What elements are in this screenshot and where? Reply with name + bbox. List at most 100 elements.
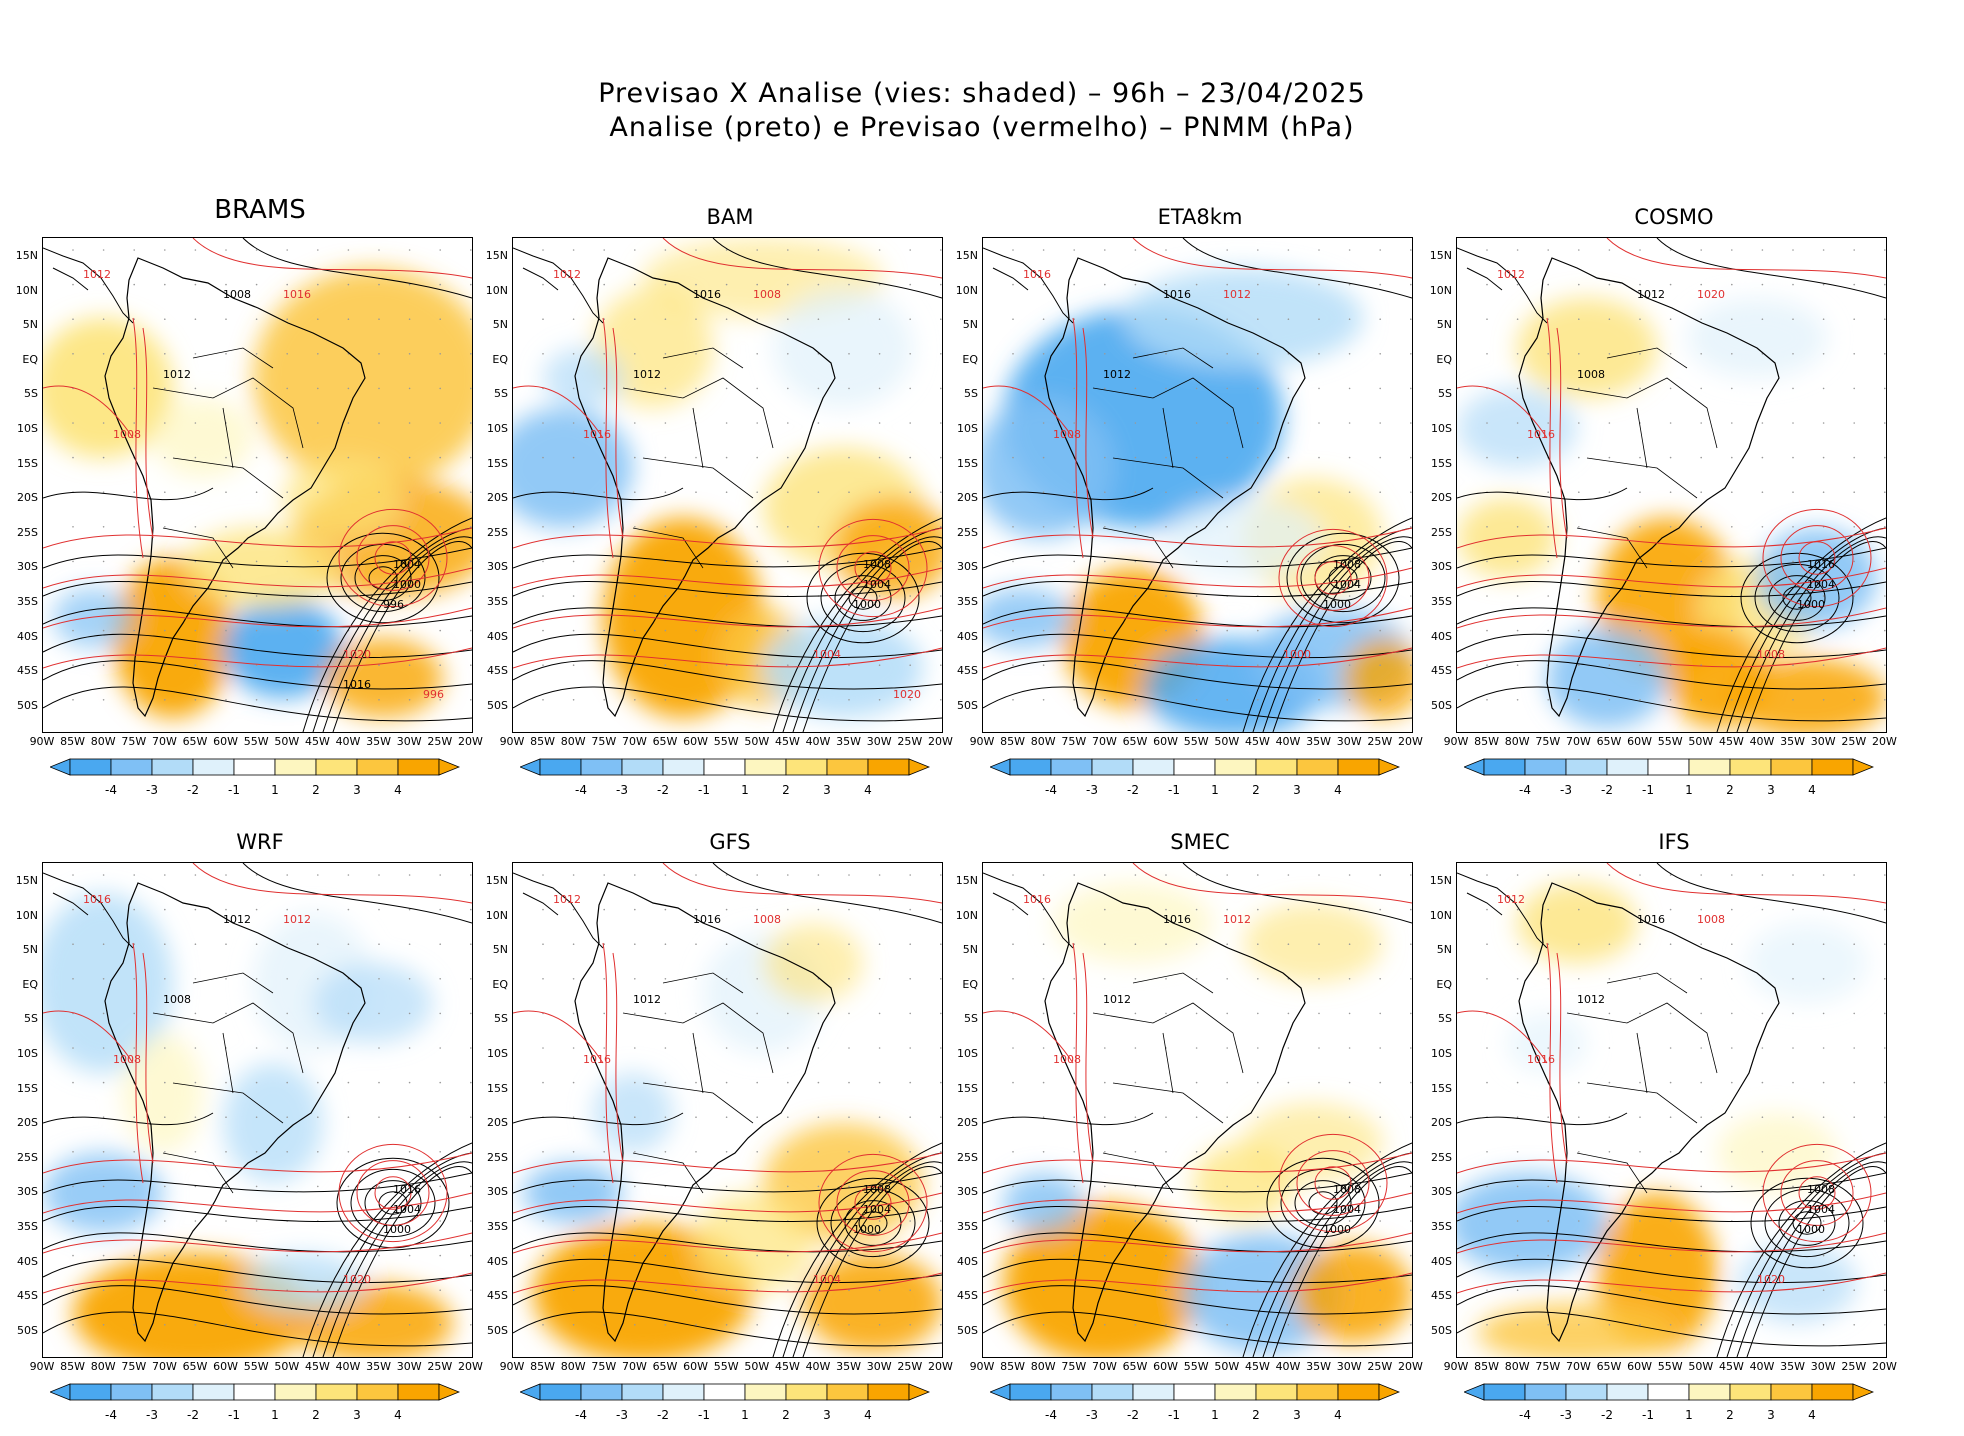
forecast-isobar — [612, 952, 624, 1164]
bias-region — [313, 963, 433, 1043]
forecast-isobar — [983, 527, 1412, 549]
analysis-isobar-label: 1004 — [1333, 578, 1361, 591]
forecast-isobar-label: 1012 — [553, 893, 581, 906]
colorbar-label: 3 — [353, 783, 361, 797]
colorbar-swatch — [69, 1383, 112, 1401]
colorbar-label: -3 — [616, 783, 628, 797]
analysis-isobar — [43, 487, 214, 501]
bias-region — [153, 398, 253, 478]
lon-label: 90W — [29, 1360, 55, 1373]
lat-label: 25S — [487, 1150, 508, 1164]
colorbar-swatch — [1173, 758, 1216, 776]
lon-label: 45W — [1244, 1360, 1270, 1373]
lat-label: 45S — [487, 664, 508, 678]
forecast-isobar — [513, 527, 942, 549]
lon-label: 30W — [866, 735, 892, 748]
analysis-isobar — [513, 660, 942, 690]
bias-shading — [1457, 883, 1867, 1357]
lat-label: 25S — [17, 1150, 38, 1164]
lat-label: 30S — [17, 1185, 38, 1199]
colorbar-swatch — [110, 1383, 153, 1401]
analysis-isobar — [368, 566, 398, 590]
lat-label: 40S — [957, 1254, 978, 1268]
analysis-isobar — [1242, 517, 1412, 732]
continent-outline — [1044, 882, 1306, 1343]
lat-label: 35S — [17, 1220, 38, 1233]
colorbar-swatch — [233, 758, 276, 776]
map-panel-wrf: WRF 15N 10N 5N EQ 5S 10S 15S 20S 25S 30S 35S 40S 45S 5… — [0, 820, 483, 1422]
analysis-isobar — [1792, 1211, 1822, 1235]
bias-region — [1517, 883, 1637, 963]
lat-label: 45S — [17, 1289, 38, 1303]
lat-label: 15N — [955, 874, 978, 887]
lat-label: EQ — [22, 352, 38, 366]
forecast-isobar — [1780, 525, 1854, 591]
analysis-isobar — [1286, 532, 1400, 624]
lon-label: 55W — [1183, 1360, 1209, 1373]
forecast-isobar-label: 1008 — [1757, 648, 1785, 661]
lat-label: 40S — [487, 1254, 508, 1268]
forecast-isobar — [854, 1186, 892, 1220]
analysis-isobar — [513, 547, 942, 569]
forecast-isobar — [1296, 545, 1370, 611]
analysis-isobar-label: 1004 — [1333, 1203, 1361, 1216]
lon-label: 90W — [1443, 1360, 1469, 1373]
analysis-isobar — [1754, 563, 1840, 633]
colorbar-label: 1 — [1685, 1408, 1693, 1422]
analysis-isobar-label: 1012 — [633, 368, 661, 381]
colorbar-swatch — [580, 758, 623, 776]
colorbar-left-arrow — [1464, 758, 1485, 776]
lon-label: 25W — [427, 1360, 453, 1373]
lon-label: 45W — [1718, 735, 1744, 748]
colorbar-swatch — [1524, 758, 1567, 776]
analysis-isobar — [858, 1211, 888, 1235]
lon-label: 60W — [213, 735, 239, 748]
analysis-isobar — [983, 1206, 1412, 1222]
analysis-isobar — [513, 1258, 942, 1284]
analysis-isobar — [312, 1152, 472, 1357]
colorbar-swatch — [744, 758, 787, 776]
colorbar-swatch — [1296, 758, 1339, 776]
lon-label: 25W — [897, 735, 923, 748]
colorbar-swatch — [151, 758, 194, 776]
lat-label: 5N — [1436, 943, 1452, 957]
analysis-isobar — [983, 1311, 1412, 1347]
colorbar-label: 4 — [394, 1408, 402, 1422]
lat-label: 35S — [487, 595, 508, 608]
lat-label: 5N — [22, 318, 38, 332]
bias-region — [323, 638, 443, 718]
colorbar-swatch — [1296, 1383, 1339, 1401]
colorbar-swatch — [1688, 758, 1731, 776]
lat-label: 20S — [17, 491, 38, 505]
lat-label: 40S — [957, 629, 978, 643]
lat-label: 25S — [957, 525, 978, 539]
map-svg: 1016 1012 1008 1004 1000 1012 1008 1016 1004 1020 — [513, 238, 942, 732]
analysis-isobar-label: 1008 — [1333, 558, 1361, 571]
lat-label: 20S — [17, 1116, 38, 1130]
colorbar-swatch — [1483, 758, 1526, 776]
colorbar-label: -1 — [698, 783, 710, 797]
analysis-isobar-label: 1000 — [1797, 598, 1825, 611]
forecast-isobar — [513, 1192, 942, 1214]
colorbar-label: -4 — [575, 1408, 587, 1422]
colorbar-swatch — [315, 758, 358, 776]
map-area: 1012 1008 1016 1004 1000 1016 1012 1008 1020 — [42, 862, 473, 1358]
lon-label: 50W — [1688, 1360, 1714, 1373]
lat-label: 15S — [1431, 1081, 1452, 1095]
lon-label: 85W — [1000, 1360, 1026, 1373]
lat-label: 45S — [1431, 664, 1452, 678]
colorbar-label: -1 — [1642, 783, 1654, 797]
analysis-isobar — [1716, 517, 1886, 732]
lon-label: 90W — [29, 735, 55, 748]
lon-label: 20W — [457, 735, 483, 748]
forecast-isobar — [338, 1143, 448, 1243]
forecast-isobar — [513, 1010, 604, 1064]
colorbar-swatch — [539, 1383, 582, 1401]
lon-label: 70W — [1565, 735, 1591, 748]
lat-label: 5N — [1436, 318, 1452, 332]
colorbar-right-arrow — [1852, 758, 1874, 776]
forecast-isobar — [836, 535, 910, 601]
analysis-isobar — [792, 536, 942, 732]
analysis-isobar — [792, 1161, 942, 1357]
analysis-isobar-label: 1016 — [693, 288, 721, 301]
